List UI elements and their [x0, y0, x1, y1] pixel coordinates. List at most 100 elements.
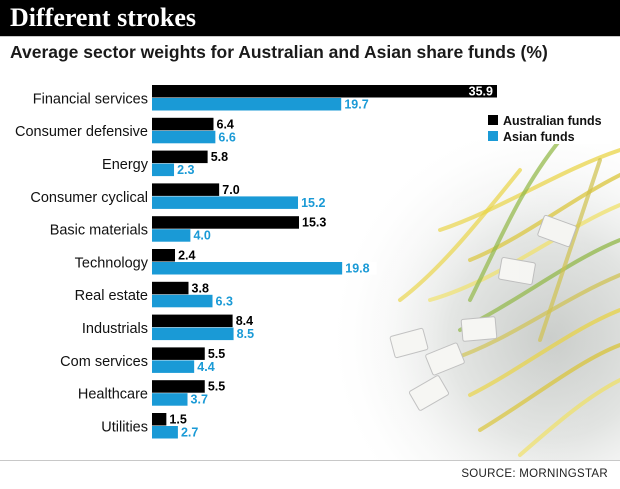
asian-value-label: 8.5 — [237, 327, 254, 341]
source-note: SOURCE: MORNINGSTAR — [461, 468, 608, 480]
australian-value-label: 15.3 — [302, 216, 326, 230]
top-divider — [0, 36, 620, 37]
category-label-box — [10, 149, 152, 179]
australian-value-label: 1.5 — [169, 413, 186, 427]
legend-swatch-australian — [488, 115, 498, 125]
chart-subtitle: Average sector weights for Australian an… — [10, 42, 548, 62]
asian-bar — [152, 426, 178, 439]
category-label: Healthcare — [78, 387, 148, 403]
value-label-box — [298, 196, 333, 209]
value-label-box — [204, 380, 232, 393]
value-label-box — [215, 130, 243, 144]
value-label-box — [207, 150, 235, 164]
asian-bar — [152, 130, 216, 144]
asian-value-label: 15.2 — [301, 196, 325, 210]
chart-title-banner: Different strokes — [0, 0, 620, 36]
legend-label-asian: Asian funds — [503, 130, 575, 144]
legend-label-australian: Australian funds — [503, 114, 602, 128]
asian-value-label: 6.6 — [218, 130, 235, 144]
legend-entry-bg — [486, 128, 612, 144]
value-label-box — [232, 314, 260, 328]
category-label-box — [10, 313, 152, 343]
value-label-box — [213, 117, 241, 131]
category-label-box — [10, 182, 152, 212]
value-label-box — [177, 426, 205, 439]
category-label: Consumer cyclical — [30, 190, 148, 206]
asian-value-label: 19.8 — [345, 262, 369, 276]
legend-swatch-asian — [488, 131, 498, 141]
legend-entry-bg — [486, 112, 612, 128]
australian-bar — [152, 314, 233, 328]
asian-bar — [152, 229, 191, 242]
asian-value-label: 3.7 — [191, 393, 208, 407]
category-labels: Financial services Consumer defensive Ener… — [10, 84, 152, 441]
value-label-box — [166, 413, 194, 426]
australian-value-label: 3.8 — [192, 281, 209, 295]
asian-bar — [152, 98, 342, 111]
category-label: Technology — [75, 255, 149, 271]
asian-bar — [152, 327, 234, 341]
category-label: Energy — [102, 157, 149, 173]
asian-bar — [152, 294, 213, 308]
asian-value-label: 6.3 — [216, 294, 233, 308]
australian-bar — [152, 249, 176, 262]
category-label: Financial services — [33, 91, 148, 107]
australian-bar — [152, 281, 189, 295]
asian-value-label: 19.7 — [344, 98, 368, 112]
bottom-divider — [0, 460, 620, 461]
australian-value-label: 7.0 — [222, 183, 239, 197]
category-label-box — [10, 379, 152, 408]
australian-value-label: 6.4 — [217, 117, 234, 131]
asian-value-label: 2.7 — [181, 426, 198, 440]
australian-bar — [152, 380, 205, 393]
category-label-box — [10, 116, 152, 146]
asian-value-label: 2.3 — [177, 163, 194, 177]
value-label-box — [299, 216, 334, 229]
value-label-box — [233, 327, 261, 341]
australian-bar — [152, 150, 208, 164]
australian-bar — [152, 413, 167, 426]
value-label-box — [187, 393, 215, 406]
value-label-box — [341, 98, 376, 111]
australian-bar — [152, 85, 497, 98]
value-label-box — [194, 360, 222, 373]
australian-value-label: 8.4 — [236, 314, 253, 328]
value-label-box — [190, 229, 218, 242]
australian-value-label: 5.5 — [208, 347, 225, 361]
asian-value-label: 4.4 — [197, 360, 214, 374]
australian-bar — [152, 216, 300, 229]
value-label-box — [174, 163, 201, 177]
category-label: Basic materials — [50, 223, 148, 239]
bars: 35.9 19.7 6.46.6 5.8 2.3 7.0 15.2 15.3 4.0 2.4 19.… — [152, 85, 497, 440]
category-label-box — [10, 248, 152, 277]
category-label-box — [10, 346, 152, 376]
asian-value-label: 4.0 — [193, 229, 210, 243]
australian-value-label: 2.4 — [178, 249, 195, 263]
australian-bar — [152, 183, 220, 196]
australian-value-label: 35.9 — [469, 85, 493, 99]
value-label-box — [219, 183, 247, 196]
value-label-box — [175, 249, 202, 262]
asian-bar — [152, 393, 188, 406]
category-label: Industrials — [82, 321, 148, 337]
australian-bar — [152, 347, 205, 360]
asian-bar — [152, 163, 175, 177]
category-label-box — [10, 215, 152, 244]
category-label-box — [10, 280, 152, 310]
asian-bar — [152, 262, 343, 275]
value-label-box — [204, 347, 232, 360]
chart-title: Different strokes — [10, 3, 197, 32]
value-label-box — [212, 294, 240, 308]
value-label-box — [342, 262, 377, 275]
value-label-box — [188, 281, 216, 295]
category-label: Consumer defensive — [15, 124, 148, 140]
asian-bar — [152, 196, 299, 209]
australian-value-label: 5.8 — [211, 150, 228, 164]
australian-value-label: 5.5 — [208, 380, 225, 394]
category-label-box — [10, 84, 152, 113]
category-label: Com services — [60, 354, 148, 370]
legend: Australian funds Asian funds — [486, 112, 612, 144]
category-label-box — [10, 412, 152, 441]
category-label: Utilities — [101, 419, 148, 435]
